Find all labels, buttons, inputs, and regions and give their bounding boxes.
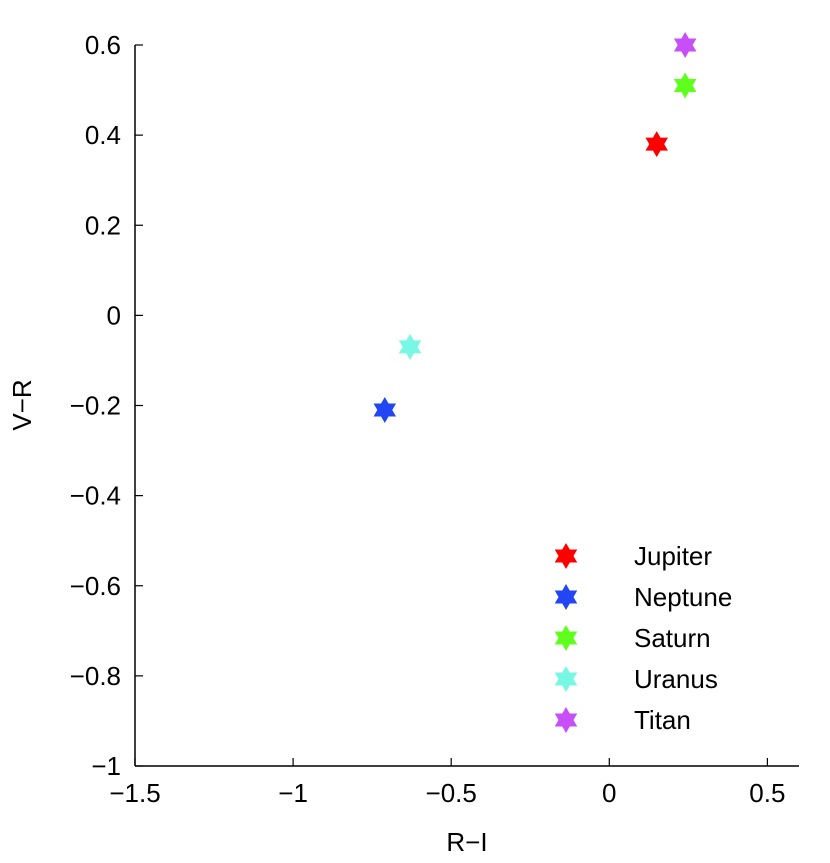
x-ticks: −1.5 −1 −0.5 0 0.5 [109,758,785,808]
legend-label-saturn: Saturn [634,623,711,653]
x-tick-label: −0.5 [426,778,477,808]
data-point-jupiter [645,131,668,158]
legend-marker-neptune [554,584,578,610]
x-tick-label: −1.5 [109,778,160,808]
y-tick-label: 0.2 [85,210,121,240]
legend-marker-uranus [554,666,578,692]
data-points [373,32,697,424]
axes [134,45,799,767]
y-tick-label: −0.4 [70,481,121,511]
data-point-saturn [673,72,697,99]
x-tick-label: 0.5 [749,778,785,808]
data-point-uranus [398,333,422,360]
legend-label-titan: Titan [634,705,691,735]
y-tick-label: 0 [107,300,121,330]
data-point-titan [673,32,697,58]
y-tick-label: 0.4 [85,120,121,150]
y-tick-label: −0.2 [70,391,121,421]
y-ticks: −1 −0.8 −0.6 −0.4 −0.2 0 0.2 0.4 0.6 [70,30,143,781]
x-tick-label: 0 [602,778,616,808]
x-axis-label: R−I [446,827,487,857]
data-point-neptune [373,397,397,424]
y-tick-label: −0.8 [70,661,121,691]
legend-label-neptune: Neptune [634,582,732,612]
x-tick-label: −1 [278,778,308,808]
legend-marker-titan [554,707,578,733]
y-axis-label: V−R [7,379,37,430]
legend-label-uranus: Uranus [634,664,718,694]
legend-marker-saturn [554,625,578,651]
legend: Jupiter Neptune Saturn Uranus Titan [554,541,732,735]
y-tick-label: 0.6 [85,30,121,60]
y-tick-label: −0.6 [70,571,121,601]
legend-marker-jupiter [554,543,578,569]
y-tick-label: −1 [91,751,121,781]
legend-label-jupiter: Jupiter [634,541,712,571]
